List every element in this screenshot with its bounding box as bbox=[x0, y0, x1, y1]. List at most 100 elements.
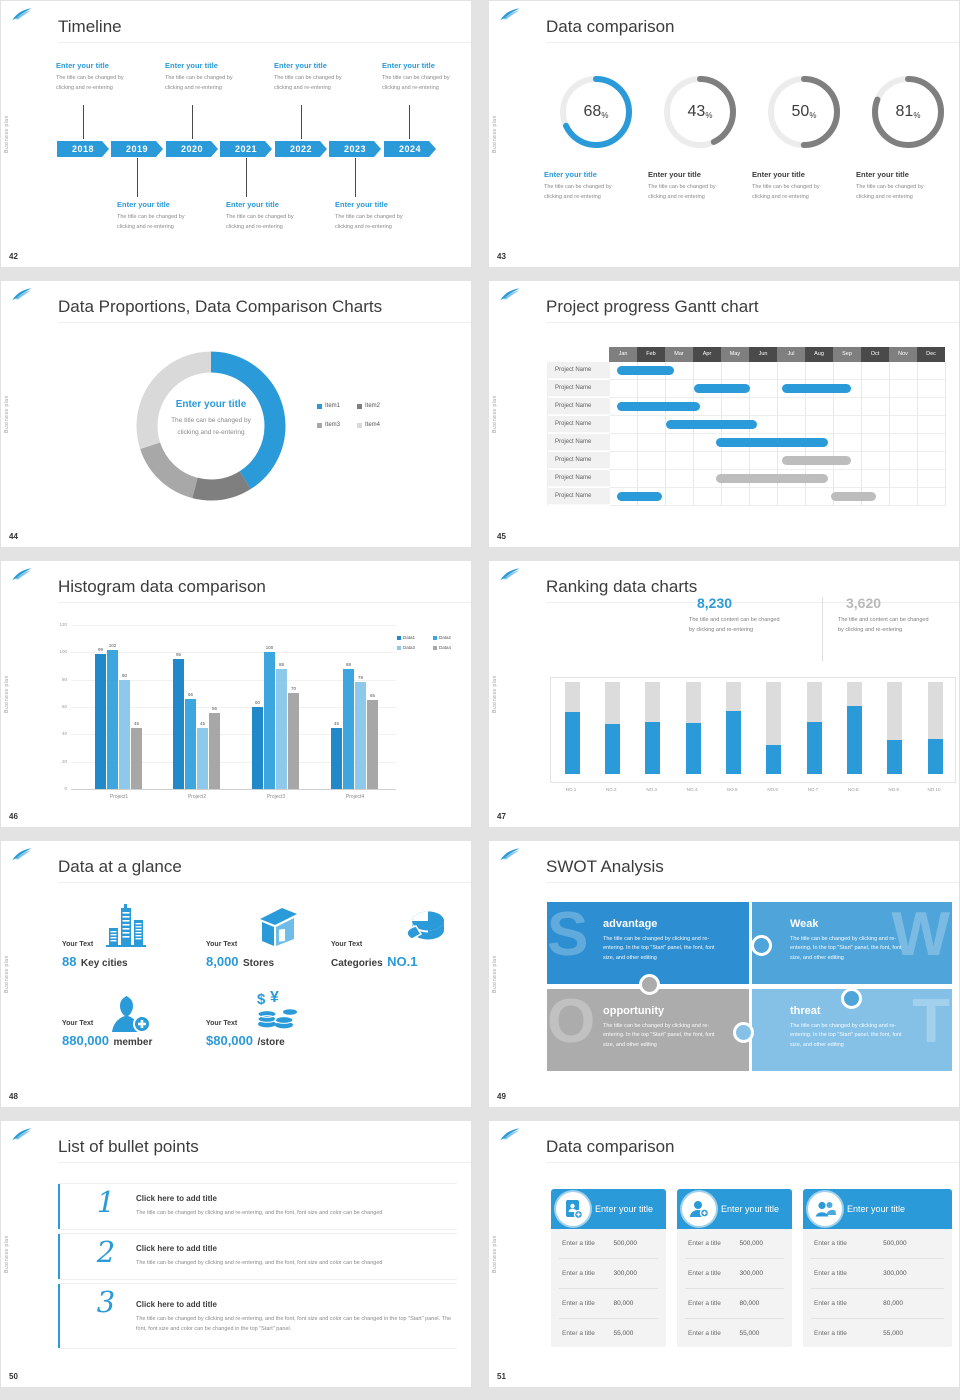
pie-legend-item: Item4 bbox=[357, 422, 393, 428]
sidebar-vertical-text: Business plan bbox=[4, 955, 10, 993]
gantt-row-label: Project Name bbox=[548, 452, 610, 469]
page-title: Data at a glance bbox=[58, 857, 182, 876]
title-rule bbox=[58, 882, 471, 883]
gantt-bar bbox=[666, 420, 757, 429]
timeline-year-chip: 2019 bbox=[111, 141, 163, 157]
gantt-bar bbox=[782, 384, 851, 393]
rank-track bbox=[725, 682, 741, 774]
puzzle-connector bbox=[639, 974, 660, 995]
gantt-row-label: Project Name bbox=[548, 380, 610, 397]
ranking-bar-chart bbox=[550, 677, 956, 783]
slide-50-bullets[interactable]: Business plan List of bullet points 1 Cl… bbox=[0, 1120, 472, 1388]
gantt-row: Project Name bbox=[548, 470, 946, 488]
gantt-row-label: Project Name bbox=[548, 398, 610, 415]
gauge-caption: Enter your title The title can be change… bbox=[752, 170, 820, 200]
page-number: 42 bbox=[9, 252, 18, 261]
rank-track bbox=[927, 682, 943, 774]
hist-bar-value: 66 bbox=[187, 691, 193, 697]
hist-x-label: Project3 bbox=[266, 794, 286, 800]
hist-bar-value: 70 bbox=[290, 686, 296, 692]
card-row: Enter a title 300,000 bbox=[559, 1259, 658, 1289]
donut-chart bbox=[121, 336, 301, 516]
slide-46-histogram[interactable]: Business plan Histogram data comparison … bbox=[0, 560, 472, 828]
timeline-connector bbox=[192, 105, 193, 139]
slide-43-data-comparison[interactable]: Business plan Data comparison 68% 43% 50… bbox=[488, 0, 960, 268]
sidebar-vertical-text: Business plan bbox=[492, 115, 498, 153]
timeline-year-chip: 2022 bbox=[275, 141, 327, 157]
title-rule bbox=[546, 42, 959, 43]
title-rule bbox=[58, 42, 471, 43]
stat-stores: Your Text 8,000 Stores bbox=[206, 903, 326, 973]
hist-bar bbox=[185, 698, 196, 789]
timeline-item: Enter your title The title can be change… bbox=[226, 200, 294, 230]
gantt-row: Project Name bbox=[548, 434, 946, 452]
gantt-month-label: Jan bbox=[609, 347, 637, 362]
slide-47-ranking[interactable]: Business plan Ranking data charts 8,230 … bbox=[488, 560, 960, 828]
pie-legend-item: Item3 bbox=[317, 422, 353, 428]
brand-logo-icon bbox=[500, 8, 520, 20]
rank-bar bbox=[927, 739, 943, 774]
brand-logo-icon bbox=[12, 1128, 32, 1140]
gauge-caption: Enter your title The title can be change… bbox=[544, 170, 612, 200]
brand-logo-icon bbox=[12, 288, 32, 300]
hist-x-label: Project4 bbox=[345, 794, 365, 800]
hist-bar-value: 99 bbox=[97, 646, 103, 652]
rank-track bbox=[806, 682, 822, 774]
donut-ring bbox=[555, 71, 637, 158]
hist-legend-item: Data2 bbox=[433, 635, 467, 640]
donut-gauge: 50% bbox=[763, 71, 845, 153]
puzzle-connector bbox=[751, 935, 772, 956]
gantt-row-grid bbox=[610, 398, 946, 416]
hist-legend-item: Data3 bbox=[397, 645, 431, 650]
hist-bar bbox=[131, 727, 142, 789]
slide-45-gantt[interactable]: Business plan Project progress Gantt cha… bbox=[488, 280, 960, 548]
gantt-row: Project Name bbox=[548, 488, 946, 506]
gantt-bar bbox=[782, 456, 851, 465]
slide-51-comparison-cards[interactable]: Business plan Data comparison Enter your… bbox=[488, 1120, 960, 1388]
page-title: Histogram data comparison bbox=[58, 577, 266, 596]
gantt-month-label: Dec bbox=[917, 347, 945, 362]
coins-money-icon: $ ¥ bbox=[257, 990, 297, 1029]
sidebar-vertical-text: Business plan bbox=[492, 395, 498, 433]
hist-bar bbox=[355, 682, 366, 789]
ranking-stat-primary: 8,230 The title and content can be chang… bbox=[689, 595, 817, 636]
hist-ytick-label: 40 bbox=[61, 731, 67, 737]
hist-gridline bbox=[71, 789, 396, 790]
hist-bar-value: 78 bbox=[357, 675, 363, 681]
page-number: 45 bbox=[497, 532, 506, 541]
slide-48-glance[interactable]: Business plan Data at a glance Your Text… bbox=[0, 840, 472, 1108]
gantt-month-label: May bbox=[721, 347, 749, 362]
card-row: Enter a title 55,000 bbox=[562, 1330, 634, 1337]
stat-label: Your Text bbox=[62, 941, 94, 948]
sidebar-vertical-text: Business plan bbox=[492, 675, 498, 713]
slide-42-timeline[interactable]: Business plan Timeline Enter your title … bbox=[0, 0, 472, 268]
brand-logo-icon bbox=[500, 848, 520, 860]
stat-value: NO.1 bbox=[387, 954, 418, 969]
title-rule bbox=[546, 1162, 959, 1163]
stat-unit: Key cities bbox=[80, 958, 128, 969]
slide-49-swot[interactable]: Business plan SWOT Analysis S advantage … bbox=[488, 840, 960, 1108]
slide-44-proportions[interactable]: Business plan Data Proportions, Data Com… bbox=[0, 280, 472, 548]
stat-value: 3,620 bbox=[846, 595, 882, 611]
brand-logo-icon bbox=[12, 8, 32, 20]
brand-logo-icon bbox=[12, 848, 32, 860]
bullet-body: The title can be changed by clicking and… bbox=[136, 1210, 383, 1216]
hist-gridline bbox=[71, 679, 396, 681]
timeline-item: Enter your title The title can be change… bbox=[274, 61, 342, 91]
rank-bar bbox=[645, 722, 661, 774]
gauge-caption: Enter your title The title can be change… bbox=[648, 170, 716, 200]
hist-gridline bbox=[71, 761, 396, 763]
rank-track bbox=[685, 682, 701, 774]
comparison-card: Enter your title Enter a title 500,000 En… bbox=[677, 1189, 792, 1347]
gantt-month-header: Jan Feb Mar Apr May Jun Jul Aug Sep Oct Nov Dec bbox=[609, 347, 946, 362]
swot-body: The title can be changed by clicking and… bbox=[603, 936, 715, 961]
hist-bar bbox=[95, 653, 106, 789]
hist-bar-value: 65 bbox=[369, 693, 375, 699]
gantt-row: Project Name bbox=[548, 380, 946, 398]
page-number: 44 bbox=[9, 532, 18, 541]
timeline-year-chip: 2024 bbox=[384, 141, 436, 157]
rank-bar bbox=[564, 712, 580, 774]
rank-track bbox=[645, 682, 661, 774]
hist-x-label: Project2 bbox=[187, 794, 207, 800]
rank-x-label: NO.7 bbox=[807, 787, 819, 792]
